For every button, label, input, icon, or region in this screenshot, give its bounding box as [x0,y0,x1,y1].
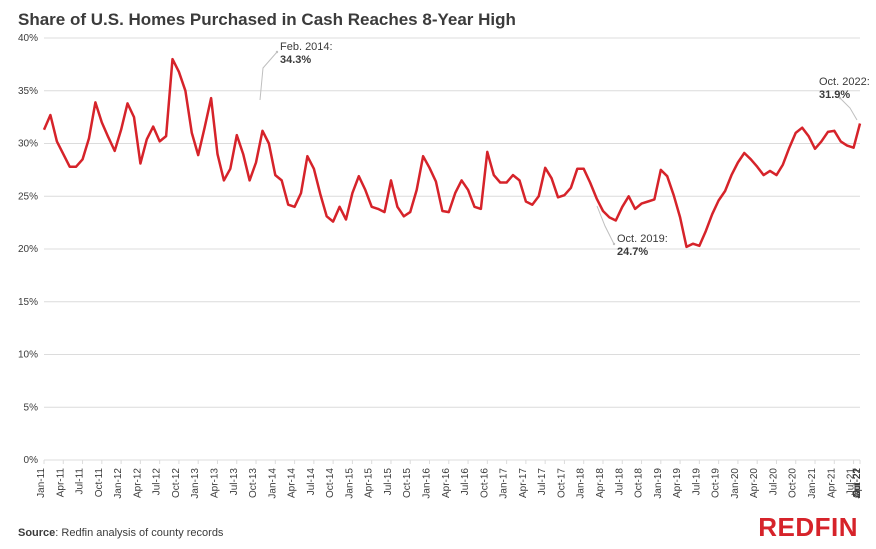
svg-text:Jul-15: Jul-15 [383,468,394,496]
svg-text:Jan-19: Jan-19 [653,468,664,499]
svg-text:Oct-14: Oct-14 [325,468,336,498]
svg-text:Jul-17: Jul-17 [537,468,548,496]
svg-text:Jan-17: Jan-17 [499,468,510,499]
svg-text:Apr-11: Apr-11 [55,468,66,498]
svg-text:Apr-15: Apr-15 [364,468,375,498]
svg-text:Oct-20: Oct-20 [788,468,799,498]
svg-text:10%: 10% [18,350,38,361]
svg-text:5%: 5% [24,402,39,413]
svg-text:Apr-20: Apr-20 [749,468,760,498]
svg-text:Jan-14: Jan-14 [267,468,278,499]
svg-text:Jan-11: Jan-11 [36,468,47,498]
chart-container: Share of U.S. Homes Purchased in Cash Re… [0,0,876,549]
svg-text:25%: 25% [18,191,38,202]
svg-text:Apr-21: Apr-21 [826,468,837,498]
svg-text:Jan-21: Jan-21 [807,468,818,499]
svg-text:Jan-13: Jan-13 [190,468,201,499]
svg-text:Oct. 2022:: Oct. 2022: [819,76,870,88]
svg-text:Jul-18: Jul-18 [614,468,625,496]
svg-text:Oct-13: Oct-13 [248,468,259,498]
svg-text:Jul-12: Jul-12 [152,468,163,496]
svg-text:Oct-19: Oct-19 [711,468,722,498]
svg-text:24.7%: 24.7% [617,246,648,258]
svg-text:0%: 0% [24,455,39,466]
svg-text:Jul-11: Jul-11 [75,468,86,495]
svg-text:Jul-16: Jul-16 [460,468,471,496]
svg-text:20%: 20% [18,244,38,255]
source-label: Source [18,527,55,539]
svg-text:Apr-17: Apr-17 [518,468,529,498]
svg-text:Jan-12: Jan-12 [113,468,124,499]
redfin-logo: REDFIN [758,512,858,543]
svg-text:Oct-22: Oct-22 [852,468,863,498]
svg-text:Apr-14: Apr-14 [287,468,298,498]
svg-text:Oct-18: Oct-18 [634,468,645,498]
source-footnote: Source: Redfin analysis of county record… [18,527,223,539]
svg-text:Oct. 2019:: Oct. 2019: [617,233,668,245]
svg-text:Oct-12: Oct-12 [171,468,182,498]
svg-text:Jul-13: Jul-13 [229,468,240,496]
svg-text:Apr-12: Apr-12 [132,468,143,498]
svg-text:15%: 15% [18,297,38,308]
svg-text:Jul-19: Jul-19 [691,468,702,496]
svg-text:Apr-16: Apr-16 [441,468,452,498]
line-chart: 0% 5% 10% 15% 20% 25% 30% 35% 40% Jan-11 Apr-11 Jul… [0,0,876,549]
svg-text:Jul-20: Jul-20 [768,468,779,496]
svg-text:Jan-20: Jan-20 [730,468,741,499]
svg-text:Oct-17: Oct-17 [556,468,567,498]
svg-text:Jan-15: Jan-15 [344,468,355,499]
svg-text:31.9%: 31.9% [819,89,850,101]
svg-text:40%: 40% [18,33,38,44]
svg-text:34.3%: 34.3% [280,54,311,66]
svg-text:Apr-13: Apr-13 [209,468,220,498]
svg-text:Oct-16: Oct-16 [479,468,490,498]
svg-text:Oct-15: Oct-15 [402,468,413,498]
svg-text:Oct-11: Oct-11 [94,468,105,498]
svg-text:Jan-16: Jan-16 [422,468,433,499]
svg-text:Jan-18: Jan-18 [576,468,587,499]
svg-text:Feb. 2014:: Feb. 2014: [280,41,333,53]
svg-text:30%: 30% [18,139,38,150]
svg-text:Jul-14: Jul-14 [306,468,317,496]
svg-text:Apr-18: Apr-18 [595,468,606,498]
source-text: : Redfin analysis of county records [55,527,223,539]
svg-text:Apr-19: Apr-19 [672,468,683,498]
svg-text:35%: 35% [18,86,38,97]
